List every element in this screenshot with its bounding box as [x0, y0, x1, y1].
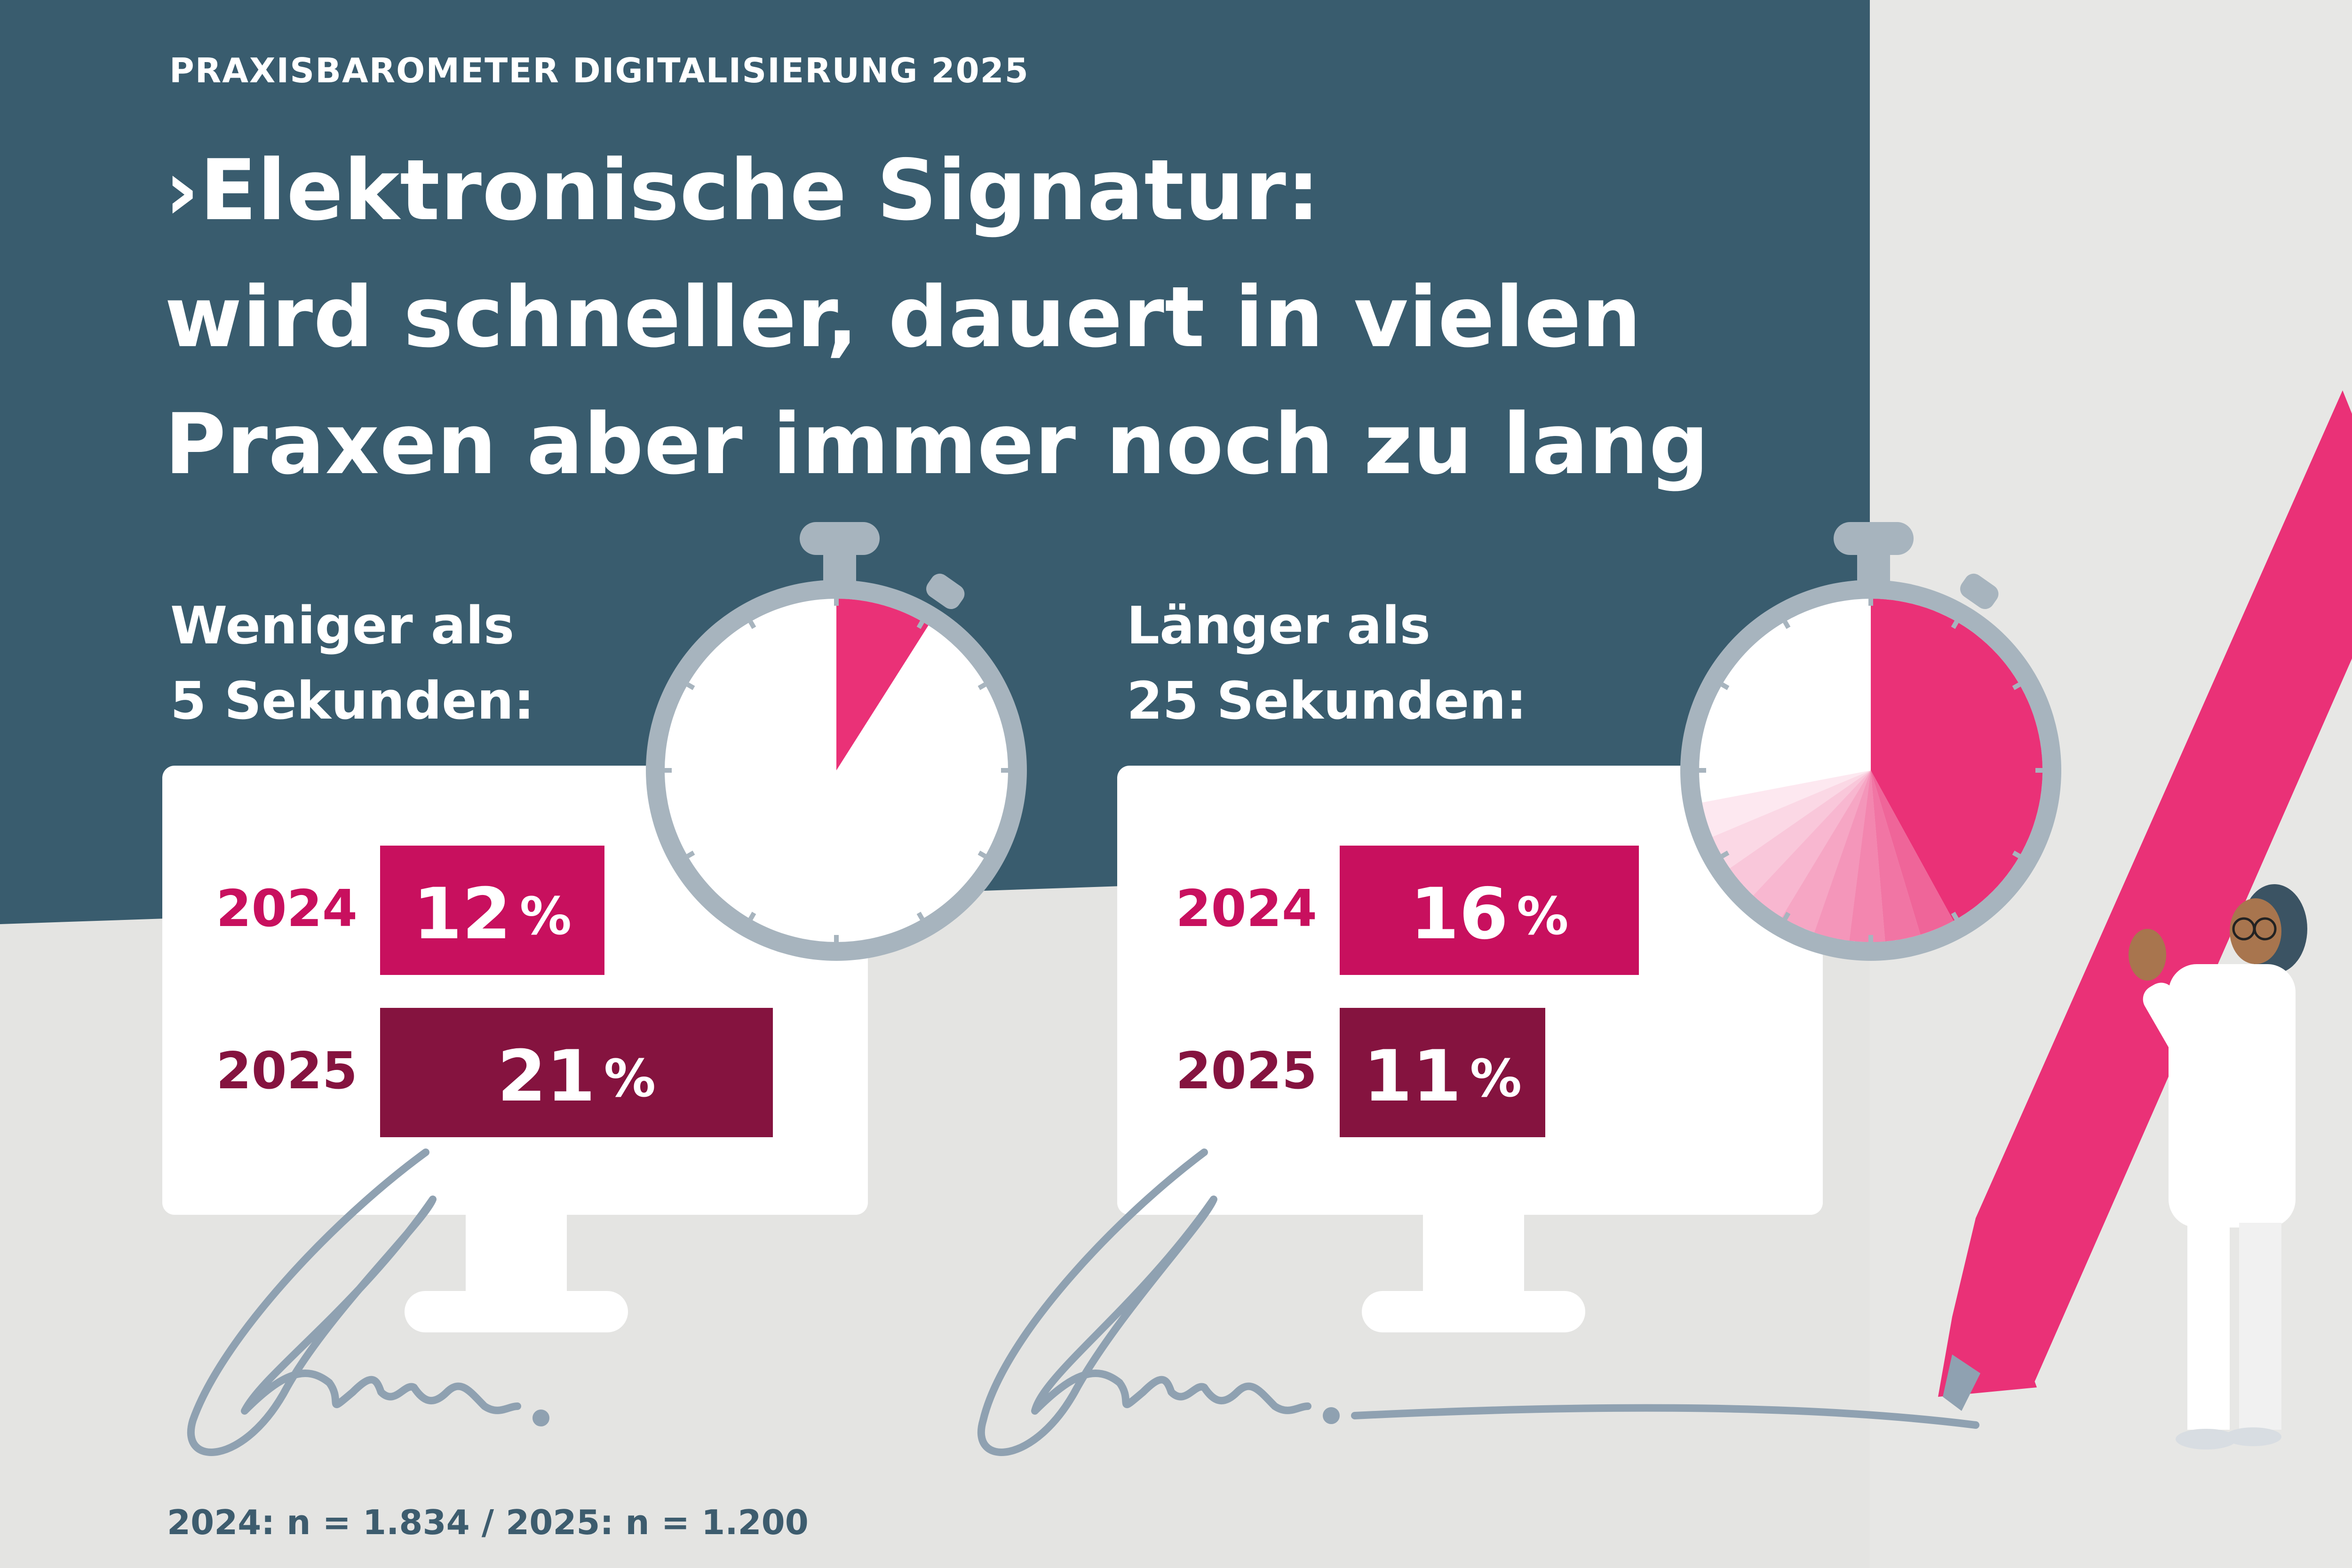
chart-left-category-2025: 2025 — [216, 1042, 358, 1101]
timer-fade-wedge — [1730, 770, 1871, 896]
timer-right-share — [1871, 599, 2043, 921]
stopwatch-tick — [1721, 682, 1730, 690]
stopwatch-icon-right — [1680, 522, 2061, 961]
stopwatch-tick — [2012, 682, 2021, 690]
timer-fade-wedge — [1871, 770, 1921, 942]
timer-fade-wedge — [1871, 770, 1954, 935]
chart-left-unit-2024: % — [519, 886, 572, 946]
timer-fade-wedge — [1753, 770, 1871, 918]
header-panel — [0, 0, 1870, 924]
signature-icon-left — [187, 1148, 549, 1456]
stopwatch-tick — [977, 850, 986, 858]
signature-icon-right — [977, 1148, 1979, 1456]
doctor-illustration — [2129, 884, 2307, 1449]
timer-fade-wedge — [1814, 770, 1871, 941]
stopwatch-ticks — [665, 599, 2042, 942]
timer-fade-wedge — [1781, 770, 1871, 933]
stopwatch-tick — [916, 911, 924, 920]
headline: ›Elektronische Signatur: wird schneller,… — [165, 127, 1709, 508]
chart-right-category-2024: 2024 — [1176, 879, 1317, 938]
stopwatch-tick — [2012, 850, 2021, 858]
headline-marker: › — [165, 142, 200, 239]
monitor-icon-right — [1117, 766, 1823, 1332]
stopwatch-tick — [748, 911, 756, 920]
stopwatch-tick — [748, 620, 756, 629]
chart-right-title-line-1: Länger als — [1127, 595, 1430, 656]
chart-right-title-line-2: 25 Sekunden: — [1127, 671, 1527, 731]
stopwatch-tick — [1951, 620, 1959, 629]
chart-left-category-2024: 2024 — [216, 879, 358, 938]
stopwatch-tick — [1721, 850, 1730, 858]
kicker-label: PRAXISBAROMETER DIGITALISIERUNG 2025 — [169, 51, 1029, 90]
headline-line-3: Praxen aber immer noch zu lang — [165, 396, 1709, 493]
chart-left-value-2025: 21 — [497, 1036, 596, 1118]
timer-fade-wedge — [1702, 770, 1871, 837]
chart-left-unit-2025: % — [604, 1048, 656, 1109]
chart-left-bar-2024: 12% — [380, 846, 604, 975]
stopwatch-tick — [1783, 620, 1791, 629]
chart-right-bar-2025: 11% — [1340, 1008, 1545, 1137]
chart-left-title: Weniger als 5 Sekunden: — [170, 588, 534, 738]
chart-right-unit-2025: % — [1470, 1048, 1522, 1109]
timer-fade-wedge — [1712, 770, 1871, 869]
stopwatch-tick — [686, 682, 695, 690]
chart-left-title-line-1: Weniger als — [170, 595, 515, 656]
stopwatch-tick — [1951, 911, 1959, 920]
stopwatch-tick — [686, 850, 695, 858]
stopwatch-icon-left — [646, 522, 1027, 961]
chart-left-title-line-2: 5 Sekunden: — [170, 671, 535, 731]
timer-fade-wedge — [1849, 770, 1885, 942]
chart-right-value-2024: 16 — [1410, 873, 1509, 956]
stopwatch-tick — [916, 620, 924, 629]
timer-left-share — [836, 599, 929, 770]
chart-left-value-2024: 12 — [413, 873, 511, 956]
headline-line-2: wird schneller, dauert in vielen — [165, 269, 1642, 366]
chart-right-unit-2024: % — [1517, 886, 1569, 946]
chart-right-title: Länger als 25 Sekunden: — [1127, 588, 1527, 738]
chart-left-bar-2025: 21% — [380, 1008, 773, 1137]
headline-line-1: Elektronische Signatur: — [199, 142, 1321, 239]
pen-icon — [1938, 390, 2352, 1411]
timer-right-fade — [1702, 770, 1954, 942]
chart-right-category-2025: 2025 — [1176, 1042, 1317, 1101]
sample-size-footnote: 2024: n = 1.834 / 2025: n = 1.200 — [167, 1503, 809, 1542]
chart-right-bar-2024: 16% — [1340, 846, 1639, 975]
stopwatch-tick — [1783, 911, 1791, 920]
chart-right-value-2025: 11 — [1363, 1036, 1462, 1118]
stopwatch-tick — [977, 682, 986, 690]
